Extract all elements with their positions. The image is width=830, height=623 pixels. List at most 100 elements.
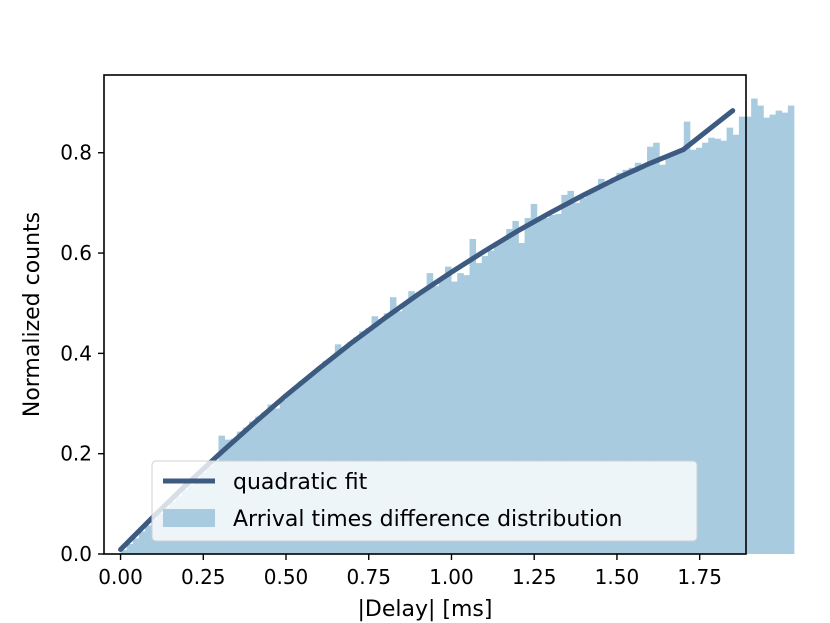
histogram-bar (536, 219, 544, 554)
histogram-bar (506, 228, 513, 555)
y-tick-label: 0.0 (60, 542, 92, 566)
histogram-bar (451, 281, 458, 554)
histogram-bar (383, 313, 391, 554)
histogram-bar (518, 243, 526, 554)
histogram-bar (549, 214, 556, 554)
histogram-bar (732, 134, 740, 554)
histogram-bar (555, 213, 562, 554)
histogram-bar (512, 220, 519, 554)
histogram-bar (396, 311, 403, 554)
histogram-bar (598, 178, 605, 554)
plot-frame (103, 74, 747, 555)
x-tick-label: 1.25 (512, 565, 557, 589)
fit-line (118, 108, 736, 552)
x-tick-label: 1.75 (677, 565, 722, 589)
histogram-bar (573, 202, 581, 554)
histogram-bar (347, 342, 354, 554)
y-axis-label: Normalized counts (20, 212, 45, 417)
histogram-bar (426, 273, 434, 554)
histogram-bar (432, 286, 440, 554)
legend-histogram-label: Arrival times difference distribution (233, 507, 622, 532)
histogram-bar (671, 151, 679, 555)
histogram-bar (334, 344, 342, 554)
histogram-bar (696, 147, 703, 555)
y-tick-label: 0.8 (60, 141, 92, 165)
histogram-bar (604, 184, 611, 554)
histogram-bar (763, 117, 770, 554)
histogram-bar (640, 167, 648, 555)
histogram-bar (138, 531, 146, 554)
histogram-bar (469, 239, 477, 554)
histogram-bar (561, 194, 568, 554)
histogram-bar (457, 273, 464, 554)
histogram-bar (340, 348, 348, 554)
histogram-bar (781, 112, 789, 555)
x-axis-label: |Delay| [ms] (358, 597, 493, 622)
histogram-bars (120, 98, 795, 555)
histogram-bar (585, 192, 593, 554)
x-axis-ticks: 0.00 0.25 0.50 0.75 1.00 1.25 1.50 1.75 (98, 554, 722, 589)
histogram-bar (610, 177, 617, 554)
histogram-bar (132, 538, 140, 554)
histogram-bar (145, 525, 152, 554)
histogram-bar (775, 110, 783, 555)
histogram-bar (751, 98, 758, 554)
y-axis-ticks: 0.0 0.2 0.4 0.6 0.8 (60, 141, 104, 566)
histogram-bar (714, 138, 721, 554)
histogram-bar (745, 116, 752, 554)
histogram-bar (438, 280, 446, 554)
x-tick-label: 0.00 (98, 565, 143, 589)
histogram-bar (475, 263, 483, 554)
histogram-bar (402, 304, 409, 554)
histogram-bar (647, 146, 654, 554)
histogram-bar (567, 190, 574, 555)
histogram-bar (530, 203, 538, 554)
histogram-bar (463, 275, 470, 554)
histogram-bar (769, 114, 777, 555)
histogram-bar (322, 360, 330, 554)
histogram-bar (328, 357, 336, 554)
histogram-bar (353, 337, 360, 554)
histogram-bar (408, 291, 415, 554)
histogram-bar (445, 266, 452, 554)
histogram-bar (628, 167, 636, 555)
histogram-bar (579, 197, 587, 554)
x-tick-label: 0.75 (346, 565, 391, 589)
histogram-bar (653, 142, 660, 554)
histogram-bar (689, 149, 697, 555)
legend-histogram-swatch (163, 509, 215, 527)
fit-lines (118, 108, 736, 552)
histogram-bar (542, 217, 550, 554)
legend-fit-label: quadratic fit (233, 470, 368, 495)
histogram-bar (720, 140, 728, 554)
histogram-bar (622, 169, 630, 555)
histogram-bar (359, 331, 366, 554)
histogram-bar (738, 116, 746, 554)
y-tick-label: 0.6 (60, 241, 92, 265)
histogram-bar (665, 155, 672, 554)
histogram-bar (659, 164, 666, 554)
histogram-bar (708, 137, 715, 554)
histogram-bar (591, 190, 599, 555)
x-tick-label: 1.50 (595, 565, 640, 589)
histogram-bar (414, 295, 421, 554)
histogram-bar (365, 328, 372, 554)
histogram-bar (616, 172, 623, 554)
histogram-bar (126, 543, 134, 554)
histogram-bar (702, 142, 709, 554)
histogram-bar (683, 121, 691, 555)
histogram-bar (500, 239, 507, 554)
histogram-bar (389, 297, 397, 554)
histogram-bar (420, 289, 428, 554)
histogram-bar (787, 105, 795, 554)
y-tick-label: 0.4 (60, 341, 92, 365)
histogram-bar (371, 316, 379, 554)
histogram-bar (677, 150, 685, 555)
histogram-bar (377, 319, 385, 554)
histogram-bar (634, 162, 642, 554)
y-tick-label: 0.2 (60, 442, 92, 466)
histogram-bar (757, 105, 764, 554)
histogram-bar (726, 127, 734, 554)
x-tick-label: 1.00 (429, 565, 474, 589)
